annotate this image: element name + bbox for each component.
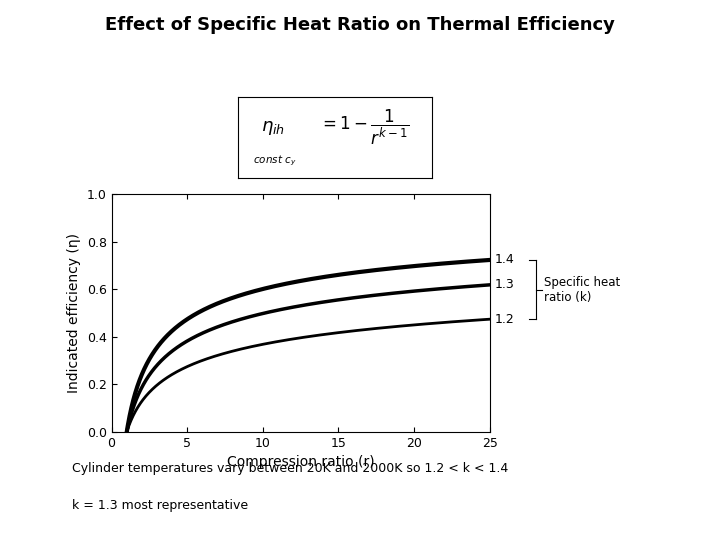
Text: $\mathit{const\ c_y}$: $\mathit{const\ c_y}$ — [253, 153, 297, 167]
Text: $\eta_{ih}$: $\eta_{ih}$ — [261, 119, 285, 137]
Text: $= 1 - \dfrac{1}{r^{k-1}}$: $= 1 - \dfrac{1}{r^{k-1}}$ — [319, 109, 410, 147]
Text: Cylinder temperatures vary between 20K and 2000K so 1.2 < k < 1.4: Cylinder temperatures vary between 20K a… — [72, 462, 508, 475]
Text: 1.3: 1.3 — [495, 278, 515, 292]
Text: Effect of Specific Heat Ratio on Thermal Efficiency: Effect of Specific Heat Ratio on Thermal… — [105, 16, 615, 34]
Text: k = 1.3 most representative: k = 1.3 most representative — [72, 500, 248, 512]
Text: 1.2: 1.2 — [495, 313, 515, 326]
Text: 1.4: 1.4 — [495, 253, 515, 266]
Text: Specific heat
ratio (k): Specific heat ratio (k) — [544, 275, 620, 303]
Y-axis label: Indicated efficiency (η): Indicated efficiency (η) — [67, 233, 81, 393]
X-axis label: Compression ratio (r): Compression ratio (r) — [227, 455, 374, 469]
